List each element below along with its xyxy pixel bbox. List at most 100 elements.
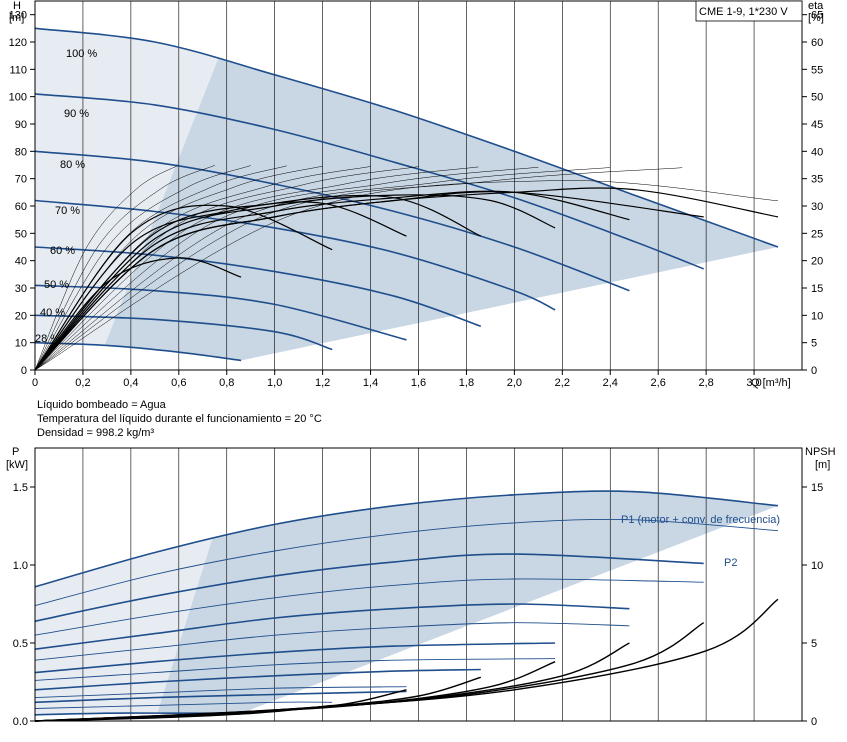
eta-axis-label: eta [%] bbox=[808, 0, 824, 24]
speed-label-70: 70 % bbox=[55, 205, 80, 217]
eta-tick-label: 40 bbox=[811, 146, 823, 158]
eta-tick-label: 55 bbox=[811, 64, 823, 76]
grid-layer bbox=[30, 1, 807, 722]
npsh-tick-label: 5 bbox=[811, 638, 817, 650]
tick-label-layer: 0 0,2 0,4 0,6 0,8 1,0 1,2 1,4 1,6 1,8 2,0 2,2 2,4 2,6… bbox=[9, 10, 824, 728]
p-tick-label: 1.0 bbox=[13, 560, 28, 572]
eta-tick-label: 45 bbox=[811, 119, 823, 131]
info-temperature: Temperatura del líquido durante el funci… bbox=[37, 413, 322, 425]
speed-label-60: 60 % bbox=[50, 245, 75, 257]
x-tick-label: 1,4 bbox=[363, 377, 378, 389]
top-thin-eta-curve bbox=[34, 166, 479, 371]
top-thin-eta-curve bbox=[34, 166, 419, 371]
bottom-p-curve bbox=[34, 690, 407, 704]
top-thin-eta-curve bbox=[34, 166, 371, 371]
top-h-curve bbox=[34, 199, 556, 311]
eta-tick-label: 20 bbox=[811, 256, 823, 268]
top-thin-eta-curve bbox=[34, 167, 683, 371]
top-eta-curve bbox=[34, 257, 242, 371]
top-h-curve bbox=[34, 93, 704, 270]
bottom-p-curve bbox=[34, 686, 407, 699]
top-light-wedge bbox=[35, 1, 242, 370]
h-tick-label: 50 bbox=[15, 228, 27, 240]
speed-label-40: 40 % bbox=[40, 307, 65, 319]
eta-tick-label: 60 bbox=[811, 37, 823, 49]
top-thin-eta-curve bbox=[34, 165, 215, 371]
x-tick-label: 0,4 bbox=[123, 377, 138, 389]
speed-label-90: 90 % bbox=[64, 108, 89, 120]
npsh-tick-label: 0 bbox=[811, 716, 817, 728]
npsh-tick-label: 15 bbox=[811, 482, 823, 494]
top-thin-eta-curve bbox=[34, 167, 611, 371]
h-tick-label: 110 bbox=[9, 64, 27, 76]
p-axis-label: P [kW] bbox=[6, 446, 28, 471]
top-chart-frame bbox=[34, 0, 803, 371]
eta-tick-label: 15 bbox=[811, 283, 823, 295]
bottom-p-curve bbox=[34, 658, 556, 681]
eta-tick-label: 35 bbox=[811, 174, 823, 186]
chart-title: CME 1-9, 1*230 V bbox=[699, 6, 788, 18]
eta-tick-label: 0 bbox=[811, 365, 817, 377]
x-tick-label: 2,6 bbox=[651, 377, 666, 389]
speed-label-100: 100 % bbox=[66, 48, 97, 60]
h-tick-label: 100 bbox=[9, 92, 27, 104]
eta-tick-label: 5 bbox=[811, 338, 817, 350]
info-liquid: Líquido bombeado = Agua bbox=[37, 399, 166, 411]
eta-tick-label: 50 bbox=[811, 92, 823, 104]
p-tick-label: 0.0 bbox=[13, 716, 28, 728]
x-tick-label: 1,2 bbox=[315, 377, 330, 389]
h-tick-label: 0 bbox=[21, 365, 27, 377]
top-thin-eta-curve bbox=[34, 165, 323, 371]
top-thin-eta-curve bbox=[34, 165, 251, 371]
h-tick-label: 10 bbox=[15, 338, 27, 350]
x-tick-label: 2,8 bbox=[698, 377, 713, 389]
bottom-p-curve bbox=[34, 490, 779, 588]
h-tick-label: 90 bbox=[15, 119, 27, 131]
x-tick-label: 2,4 bbox=[603, 377, 618, 389]
x-tick-label: 0,2 bbox=[75, 377, 90, 389]
eta-tick-label: 65 bbox=[811, 10, 823, 22]
bottom-chart-frame bbox=[34, 447, 803, 722]
top-h-curve bbox=[34, 341, 242, 362]
x-tick-label: 0,6 bbox=[171, 377, 186, 389]
p2-curve-label: P2 bbox=[724, 557, 737, 569]
x-tick-label: 1,8 bbox=[459, 377, 474, 389]
h-tick-label: 130 bbox=[9, 10, 27, 22]
p1-curve-label: P1 (motor + conv. de frecuencia) bbox=[621, 514, 780, 526]
top-thin-eta-curve bbox=[34, 166, 539, 371]
bottom-p-curve bbox=[34, 603, 630, 650]
x-tick-label: 2,2 bbox=[555, 377, 570, 389]
h-tick-label: 70 bbox=[15, 174, 27, 186]
speed-label-80: 80 % bbox=[60, 159, 85, 171]
bottom-range-dark bbox=[35, 491, 778, 715]
eta-tick-label: 25 bbox=[811, 228, 823, 240]
x-tick-label: 0,8 bbox=[219, 377, 234, 389]
p-tick-label: 1.5 bbox=[13, 482, 28, 494]
x-tick-label: 1,0 bbox=[267, 377, 282, 389]
h-tick-label: 40 bbox=[15, 256, 27, 268]
x-tick-label: 0 bbox=[32, 377, 38, 389]
npsh-axis-label: NPSH [m] bbox=[805, 446, 836, 471]
bottom-p-curve bbox=[34, 622, 630, 661]
top-eta-curve bbox=[34, 191, 704, 371]
h-axis-label: H [m] bbox=[9, 0, 24, 24]
bottom-p-curve bbox=[34, 553, 704, 622]
bottom-p-curve bbox=[34, 701, 333, 709]
bottom-light-wedge bbox=[35, 448, 242, 721]
top-thin-eta-curve bbox=[34, 165, 287, 371]
top-thin-eta-curve bbox=[34, 164, 179, 371]
top-h-curve bbox=[34, 27, 779, 248]
h-tick-label: 60 bbox=[15, 201, 27, 213]
x-tick-label: 2,0 bbox=[507, 377, 522, 389]
info-density: Densidad = 998.2 kg/m³ bbox=[37, 427, 155, 439]
bottom-p-curve bbox=[34, 578, 704, 636]
top-h-curve bbox=[34, 284, 407, 341]
operating-range-layer bbox=[35, 1, 778, 721]
curve-layer bbox=[34, 27, 779, 722]
q-axis-label: Q [m³/h] bbox=[751, 377, 791, 389]
npsh-tick-label: 10 bbox=[811, 560, 823, 572]
bottom-p-curve bbox=[34, 518, 779, 607]
h-tick-label: 120 bbox=[9, 37, 27, 49]
speed-label-50: 50 % bbox=[44, 279, 69, 291]
